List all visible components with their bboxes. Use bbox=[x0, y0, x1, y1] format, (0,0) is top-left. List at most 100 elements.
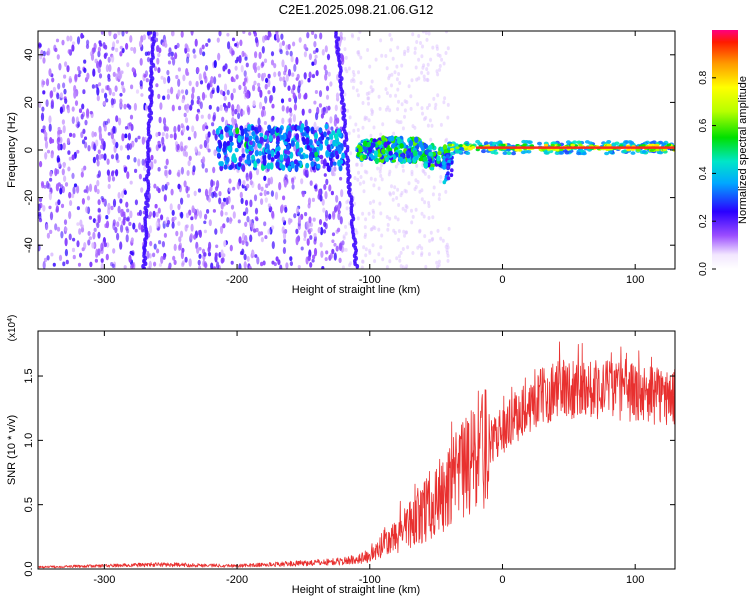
noise-speck bbox=[348, 263, 352, 268]
noise-speck bbox=[303, 72, 307, 80]
noise-speck bbox=[315, 112, 319, 121]
noise-speck bbox=[406, 48, 410, 53]
noise-speck bbox=[295, 206, 300, 214]
noise-speck bbox=[291, 177, 295, 185]
noise-speck bbox=[214, 228, 218, 235]
noise-speck bbox=[241, 240, 245, 246]
noise-speck bbox=[42, 80, 46, 86]
noise-speck bbox=[263, 189, 267, 197]
noise-speck bbox=[44, 140, 49, 149]
noise-speck bbox=[435, 260, 439, 265]
noise-speck bbox=[242, 81, 246, 87]
transition-speck bbox=[405, 150, 410, 156]
noise-speck bbox=[116, 159, 120, 164]
noise-speck bbox=[46, 255, 50, 261]
noise-speck bbox=[391, 56, 395, 61]
noise-speck bbox=[234, 108, 238, 115]
noise-speck bbox=[108, 31, 112, 37]
noise-speck bbox=[71, 172, 75, 179]
noise-speck bbox=[71, 154, 75, 161]
noise-speck bbox=[102, 100, 106, 106]
x-tick-label: -300 bbox=[93, 274, 115, 286]
noise-speck bbox=[78, 228, 82, 235]
noise-speck bbox=[280, 33, 284, 40]
noise-speck bbox=[386, 222, 390, 227]
noise-speck bbox=[191, 86, 195, 94]
y-tick-label: 0.5 bbox=[23, 497, 35, 512]
noise-speck bbox=[76, 240, 80, 248]
noise-speck bbox=[163, 194, 167, 202]
x-tick-label: -200 bbox=[226, 574, 248, 586]
noise-speck bbox=[138, 40, 143, 48]
noise-speck bbox=[281, 216, 285, 223]
noise-speck bbox=[130, 123, 134, 132]
noise-speck bbox=[155, 211, 159, 218]
noise-speck bbox=[38, 43, 42, 48]
noise-speck bbox=[108, 87, 112, 96]
noise-speck bbox=[196, 99, 200, 105]
transition-speck bbox=[418, 140, 423, 148]
noise-speck bbox=[359, 55, 363, 60]
noise-speck bbox=[110, 154, 115, 160]
noise-speck bbox=[206, 135, 210, 144]
transition-speck bbox=[423, 143, 429, 149]
cluster-speck bbox=[322, 159, 327, 167]
noise-speck bbox=[133, 102, 137, 111]
noise-speck bbox=[98, 73, 103, 79]
noise-speck bbox=[112, 71, 116, 77]
noise-speck bbox=[287, 217, 292, 225]
noise-speck bbox=[388, 93, 392, 98]
noise-speck bbox=[344, 247, 348, 252]
noise-speck bbox=[114, 226, 118, 234]
noise-speck bbox=[61, 119, 65, 125]
cluster-speck bbox=[258, 150, 263, 156]
noise-speck bbox=[365, 116, 369, 121]
noise-speck bbox=[385, 66, 389, 71]
noise-speck bbox=[57, 157, 61, 163]
noise-speck bbox=[157, 187, 161, 194]
noise-speck bbox=[191, 92, 195, 100]
noise-speck bbox=[158, 47, 162, 54]
noise-speck bbox=[437, 197, 441, 201]
noise-speck bbox=[237, 219, 241, 224]
noise-speck bbox=[198, 210, 203, 219]
noise-speck bbox=[107, 174, 111, 183]
transition-speck bbox=[406, 154, 411, 159]
noise-speck bbox=[390, 72, 394, 77]
noise-speck bbox=[226, 217, 230, 223]
colorbar-tick-label: 0.2 bbox=[698, 214, 709, 228]
noise-speck bbox=[180, 31, 184, 38]
noise-speck bbox=[73, 183, 78, 188]
noise-speck bbox=[208, 219, 212, 227]
transition-speck bbox=[428, 151, 433, 157]
noise-speck bbox=[185, 89, 189, 96]
noise-speck bbox=[107, 202, 111, 210]
noise-speck bbox=[370, 79, 374, 84]
cluster-speck bbox=[329, 135, 334, 140]
noise-speck bbox=[435, 46, 439, 51]
cluster-speck bbox=[225, 156, 230, 164]
noise-speck bbox=[364, 247, 368, 252]
noise-speck bbox=[325, 94, 330, 100]
noise-speck bbox=[181, 247, 185, 253]
noise-speck bbox=[405, 264, 409, 269]
noise-speck bbox=[204, 65, 209, 71]
noise-speck bbox=[51, 77, 55, 83]
noise-speck bbox=[213, 266, 217, 269]
dip-speck bbox=[442, 162, 447, 166]
cluster-speck bbox=[237, 135, 242, 143]
noise-speck bbox=[368, 248, 372, 253]
noise-speck bbox=[410, 208, 413, 213]
noise-speck bbox=[149, 31, 153, 35]
noise-speck bbox=[193, 54, 197, 59]
noise-speck bbox=[72, 237, 76, 242]
noise-speck bbox=[415, 77, 419, 82]
noise-speck bbox=[115, 115, 119, 123]
noise-speck bbox=[249, 219, 253, 228]
noise-speck bbox=[243, 85, 247, 93]
transition-speck bbox=[377, 140, 382, 146]
noise-speck bbox=[132, 222, 136, 230]
noise-speck bbox=[59, 143, 63, 151]
noise-speck bbox=[281, 105, 285, 112]
ridge-speck bbox=[635, 148, 641, 152]
